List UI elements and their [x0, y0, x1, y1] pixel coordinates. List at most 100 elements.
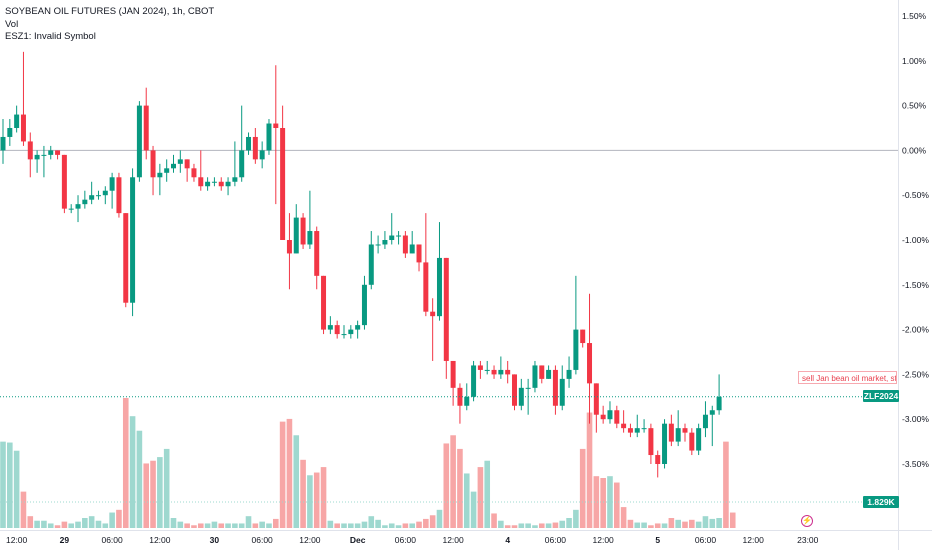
candle	[68, 204, 74, 214]
volume-indicator-label[interactable]: Vol	[5, 18, 19, 30]
volume-bar	[75, 521, 81, 528]
candle	[423, 213, 429, 317]
candle-body	[614, 410, 620, 424]
volume-bar	[273, 518, 279, 528]
candle	[341, 325, 347, 339]
y-tick-label: 0.00%	[902, 145, 927, 155]
x-tick-label: 30	[210, 535, 220, 545]
volume-bar	[457, 448, 463, 528]
candle	[164, 159, 170, 182]
candle-body	[532, 365, 538, 388]
lightning-icon[interactable]: ⚡	[801, 515, 813, 527]
candle	[150, 145, 156, 196]
volume-bar	[518, 523, 525, 528]
x-tick-label: 12:00	[149, 535, 171, 545]
candle	[662, 419, 668, 469]
candle	[300, 213, 306, 249]
volume-bar	[416, 521, 422, 528]
volume-bar	[122, 398, 129, 528]
y-tick-label: -3.50%	[902, 459, 929, 469]
candle-body	[171, 163, 176, 169]
volume-bar	[266, 523, 272, 528]
candle-body	[423, 262, 429, 312]
volume-bar	[368, 516, 375, 528]
candle	[55, 150, 61, 160]
y-tick-label: 1.50%	[902, 11, 927, 21]
volume-bar	[593, 476, 600, 528]
candle-body	[225, 181, 231, 187]
price-axis[interactable]: 1.50% 1.00% 0.50% 0.00% -0.50% -1.00% -1.50% -2…	[902, 11, 929, 469]
candle	[402, 231, 408, 258]
symbol-title[interactable]: SOYBEAN OIL FUTURES (JAN 2024), 1h, CBOT	[5, 6, 215, 17]
candle	[314, 226, 320, 290]
volume-bar	[61, 521, 68, 528]
candle	[89, 181, 95, 205]
candle	[573, 275, 579, 375]
candle-body	[662, 423, 668, 464]
candle	[198, 150, 204, 191]
candle	[655, 450, 661, 478]
volume-label-badge: 1.829K	[863, 496, 899, 508]
volume-bar	[477, 467, 484, 528]
volume-bar	[204, 523, 211, 528]
volume-bar	[484, 460, 491, 528]
y-tick-label: -0.50%	[902, 190, 929, 200]
volume-bar	[95, 520, 102, 528]
candle	[382, 231, 388, 249]
y-tick-label: -2.50%	[902, 369, 929, 379]
candle-body	[716, 396, 722, 411]
candle	[471, 360, 477, 402]
candle-body	[34, 154, 40, 160]
candle-body	[464, 396, 470, 406]
candle-body	[259, 150, 265, 160]
candle-body	[607, 410, 613, 420]
candle	[443, 257, 449, 379]
candle-body	[327, 325, 333, 330]
candle	[532, 360, 538, 393]
volume-bar	[709, 518, 716, 528]
candle-body	[130, 177, 136, 303]
candle-body	[211, 181, 217, 183]
candle-body	[198, 177, 204, 187]
volume-bar	[197, 523, 204, 528]
volume-bar	[348, 523, 354, 528]
candle	[252, 128, 258, 164]
volume-bar	[300, 459, 306, 528]
candle	[0, 119, 6, 164]
candle	[20, 51, 26, 146]
annotation-note[interactable]: sell Jan bean oil market, sta	[798, 371, 897, 384]
candle-body	[55, 150, 61, 155]
candle-body	[116, 177, 122, 214]
candle-body	[252, 136, 258, 160]
candle	[102, 186, 108, 205]
candle-body	[102, 190, 108, 196]
volume-bar	[402, 523, 409, 528]
candle-body	[443, 257, 449, 361]
candle	[375, 235, 381, 254]
compare-symbol-error[interactable]: ESZ1: Invalid Symbol	[5, 31, 96, 42]
volume-bar	[177, 521, 184, 528]
candle-body	[95, 195, 101, 197]
volume-bar	[729, 512, 736, 528]
volume-bar	[491, 513, 497, 528]
candle	[34, 150, 40, 173]
y-tick-label: -1.50%	[902, 280, 929, 290]
time-axis[interactable]: 12:00 29 06:00 12:00 30 06:00 12:00 Dec 06:00 12:…	[6, 535, 819, 545]
candle	[696, 423, 702, 456]
candle	[157, 163, 163, 196]
candle	[123, 213, 129, 308]
volume-bar	[20, 491, 27, 528]
candle	[450, 360, 456, 406]
candle-body	[552, 369, 558, 406]
volume-bar	[293, 435, 300, 528]
volume-bar	[82, 518, 88, 528]
volume-bar	[566, 518, 572, 528]
candle	[484, 360, 490, 375]
candles	[0, 51, 722, 478]
candle	[491, 365, 497, 379]
candle-body	[273, 123, 279, 128]
candle	[648, 423, 654, 464]
candle-body	[518, 387, 524, 406]
volume-bar	[552, 522, 559, 528]
